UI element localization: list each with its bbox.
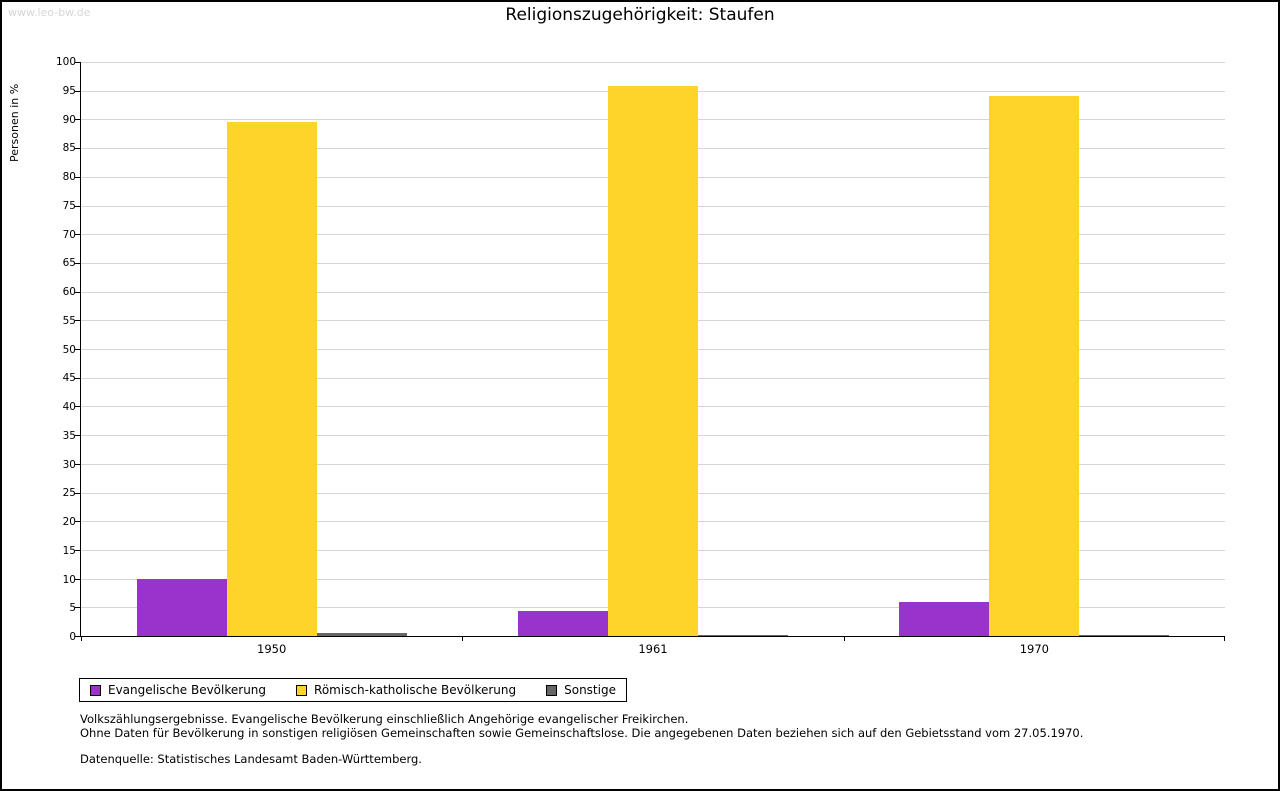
y-tick-label: 75	[62, 199, 76, 212]
bar-r-misch-katholische-bev-lkerung-1961	[608, 86, 698, 636]
y-tick-mark	[75, 377, 80, 379]
y-tick-label: 70	[62, 228, 76, 241]
y-tick-mark	[75, 406, 80, 408]
legend-label: Sonstige	[564, 683, 616, 697]
y-tick-label: 15	[62, 544, 76, 557]
y-tick-mark	[75, 463, 80, 465]
y-tick-mark	[75, 578, 80, 580]
y-tick-mark	[75, 148, 80, 150]
y-tick-mark	[75, 435, 80, 437]
gridline	[81, 62, 1225, 63]
y-tick-mark	[75, 262, 80, 264]
y-tick-mark	[75, 176, 80, 178]
y-tick-mark	[75, 521, 80, 523]
y-tick-mark	[75, 492, 80, 494]
x-tick-label: 1961	[638, 642, 668, 656]
y-tick-label: 60	[62, 286, 76, 298]
legend-item-r-misch-katholische-bev-lkerung: Römisch-katholische Bevölkerung	[296, 683, 516, 697]
y-tick-label: 95	[62, 84, 76, 97]
y-tick-label: 80	[62, 171, 76, 183]
y-tick-mark	[75, 234, 80, 236]
bar-sonstige-1961	[698, 635, 788, 636]
y-tick-label: 35	[62, 429, 76, 442]
footnote-line-2: Ohne Daten für Bevölkerung in sonstigen …	[80, 726, 1084, 740]
y-tick-mark	[75, 119, 80, 121]
x-tick-mark	[1224, 636, 1225, 641]
bar-sonstige-1950	[316, 633, 407, 636]
x-tick-mark	[843, 636, 845, 641]
y-axis: 0 5 10 15 20 25 30 35 40 45 50 55 60 65 70 75 80 85 90 95 10…	[40, 56, 76, 643]
y-tick-mark	[75, 607, 80, 609]
footnote-source: Datenquelle: Statistisches Landesamt Bad…	[80, 752, 422, 766]
y-tick-mark	[75, 291, 80, 293]
x-tick-mark	[81, 636, 82, 641]
y-tick-label: 0	[69, 631, 76, 643]
y-tick-mark	[75, 62, 80, 63]
x-tick-label: 1950	[257, 642, 287, 656]
y-tick-mark	[75, 205, 80, 207]
y-tick-label: 55	[62, 314, 76, 327]
y-tick-label: 30	[62, 458, 76, 471]
chart-title: Religionszugehörigkeit: Staufen	[505, 5, 775, 25]
y-tick-label: 50	[62, 343, 76, 356]
y-tick-label: 10	[62, 573, 76, 586]
x-tick-label: 1970	[1019, 642, 1049, 656]
footnote-line-1: Volkszählungsergebnisse. Evangelische Be…	[80, 712, 689, 726]
y-tick-mark	[75, 320, 80, 322]
y-tick-label: 5	[69, 602, 76, 615]
bar-r-misch-katholische-bev-lkerung-1950	[226, 122, 317, 636]
bar-evangelische-bev-lkerung-1950	[136, 578, 227, 636]
legend-item-sonstige: Sonstige	[546, 683, 616, 697]
y-tick-label: 90	[62, 113, 76, 126]
legend-swatch-evangelische-bev-lkerung	[90, 684, 101, 696]
bar-r-misch-katholische-bev-lkerung-1970	[989, 96, 1080, 636]
y-tick-label: 85	[62, 142, 76, 155]
legend-item-evangelische-bev-lkerung: Evangelische Bevölkerung	[90, 683, 266, 697]
y-tick-mark	[75, 90, 80, 92]
x-tick-mark	[462, 636, 464, 641]
y-tick-label: 20	[62, 516, 76, 528]
legend-label: Evangelische Bevölkerung	[108, 683, 267, 697]
legend-swatch-sonstige	[546, 684, 558, 696]
bar-evangelische-bev-lkerung-1961	[518, 610, 608, 636]
legend-label: Römisch-katholische Bevölkerung	[314, 683, 517, 697]
y-tick-mark	[75, 549, 80, 551]
bar-evangelische-bev-lkerung-1970	[899, 601, 990, 636]
y-tick-label: 100	[55, 56, 76, 68]
legend: Evangelische Bevölkerung Römisch-katholis…	[79, 678, 627, 702]
y-tick-mark	[75, 349, 80, 350]
footnotes: Volkszählungsergebnisse. Evangelische Be…	[80, 712, 1083, 766]
y-tick-label: 25	[62, 487, 76, 500]
y-tick-label: 65	[62, 257, 76, 270]
y-tick-label: 40	[62, 401, 76, 413]
plot-area: 1950 1961 1970	[75, 62, 1225, 656]
y-tick-mark	[75, 636, 80, 637]
y-axis-label: Personen in %	[8, 83, 21, 162]
legend-swatch-r-misch-katholische-bev-lkerung	[296, 684, 308, 696]
watermark: www.leo-bw.de	[8, 6, 91, 19]
y-tick-label: 45	[62, 372, 76, 385]
bar-sonstige-1970	[1079, 635, 1170, 636]
